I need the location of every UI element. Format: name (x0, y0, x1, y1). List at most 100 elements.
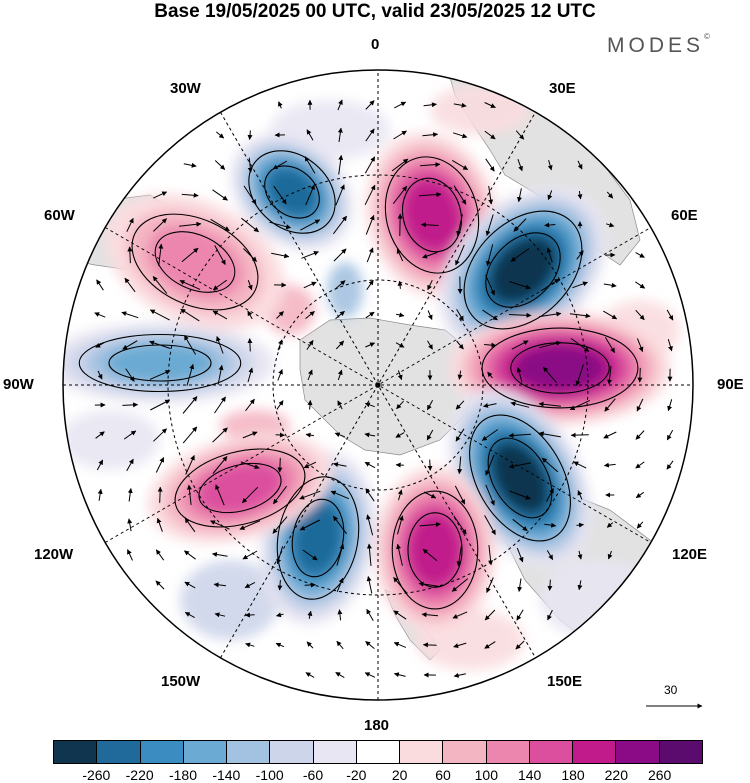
wind-vector (216, 336, 224, 354)
anomaly-shade-level (266, 167, 318, 217)
colorbar-tick-label: -140 (212, 767, 241, 783)
colorbar-swatch (226, 741, 270, 763)
wind-vector (307, 610, 313, 619)
colorbar-swatch (658, 741, 702, 763)
wind-vector (423, 102, 437, 108)
anomaly-shade-level (196, 461, 284, 515)
anomaly-shade-level (514, 344, 606, 392)
wind-vector (277, 369, 283, 381)
wind-vector (240, 461, 260, 470)
wind-vector (391, 158, 409, 172)
wind-vector (485, 158, 495, 172)
colorbar-swatch (399, 741, 443, 763)
wind-vector (181, 192, 199, 198)
lon-label-150e: 150E (547, 673, 583, 690)
wind-vector (366, 543, 372, 567)
wind-vector (155, 457, 165, 473)
wind-vector (126, 217, 134, 232)
wind-vector (153, 428, 167, 442)
colorbar-swatch (312, 741, 356, 763)
wind-vector (454, 485, 466, 505)
colorbar-swatch (572, 741, 616, 763)
wind-vector (212, 189, 228, 201)
wind-vector (179, 221, 202, 227)
wind-vector (547, 579, 553, 591)
wind-vector (569, 313, 591, 319)
wind-vector (515, 130, 525, 140)
wind-vector (635, 252, 645, 258)
anomaly-shade-level (294, 502, 342, 574)
wind-vector (365, 342, 376, 348)
wind-vector (182, 396, 198, 414)
wind-vector (366, 608, 374, 621)
wind-vectors (94, 99, 674, 679)
wind-vector (242, 431, 258, 439)
wind-vector (603, 310, 618, 320)
wind-vector (152, 276, 168, 294)
wind-vector (546, 488, 554, 502)
anomaly-contour (469, 414, 571, 542)
wind-vector (396, 400, 404, 410)
wind-vector (215, 484, 225, 506)
wind-vector (243, 185, 257, 205)
wind-vector (395, 432, 405, 438)
wind-vector (184, 611, 195, 619)
wind-vector (547, 159, 553, 171)
colorbar-tick-label: -220 (125, 767, 154, 783)
wind-vector (539, 340, 562, 349)
wind-vector (217, 364, 224, 385)
wind-vector (365, 641, 375, 649)
wind-vector (94, 312, 106, 318)
wind-vector (544, 522, 557, 528)
wind-vector (488, 185, 494, 205)
wind-vector (509, 490, 531, 500)
wind-vector (96, 279, 104, 291)
wind-vector (244, 581, 256, 589)
wind-vector (423, 491, 437, 499)
wind-vector (394, 101, 407, 109)
wind-vector (396, 543, 403, 566)
wind-vector (180, 308, 200, 322)
wind-vector (637, 367, 643, 383)
wind-vector (275, 642, 285, 648)
wind-vector (303, 461, 317, 469)
wind-vector (306, 129, 314, 141)
lon-label-120e: 120E (672, 546, 708, 563)
wind-vector (338, 154, 344, 175)
wind-vector (299, 490, 321, 500)
wind-vector (247, 310, 253, 320)
wind-vector (127, 246, 133, 264)
wind-vector (305, 432, 314, 438)
wind-vector (307, 400, 313, 410)
wind-vector (155, 549, 165, 561)
wind-vector (333, 462, 347, 468)
wind-vector (364, 402, 375, 408)
wind-vector (364, 432, 376, 438)
wind-vector (306, 641, 314, 649)
wind-vector (334, 432, 345, 438)
wind-vector (337, 400, 343, 410)
wind-vector (453, 515, 467, 535)
wind-vector (269, 221, 292, 230)
wind-vector (336, 577, 344, 592)
wind-vector (335, 310, 345, 320)
wind-vector (337, 609, 343, 621)
anomaly-contour (131, 213, 259, 311)
anom-30w (230, 133, 354, 251)
lon-label-60w: 60W (44, 207, 75, 224)
wind-vector (396, 248, 404, 262)
wind-vector (183, 162, 197, 168)
anomaly-shade-level (403, 178, 461, 252)
wind-vector (539, 311, 562, 318)
wind-vector (484, 130, 496, 140)
wind-vector (366, 279, 374, 290)
wind-vector (244, 612, 255, 618)
wind-vector (515, 640, 525, 650)
lon-label-60e: 60E (671, 207, 698, 224)
wind-vector (570, 432, 589, 438)
colorbar-tick-label: 100 (474, 767, 498, 783)
colorbar-tick-label: -60 (302, 767, 324, 783)
wind-vector (395, 342, 405, 348)
wind-vector (605, 222, 615, 228)
colorbar-tick-label: -20 (346, 767, 367, 783)
